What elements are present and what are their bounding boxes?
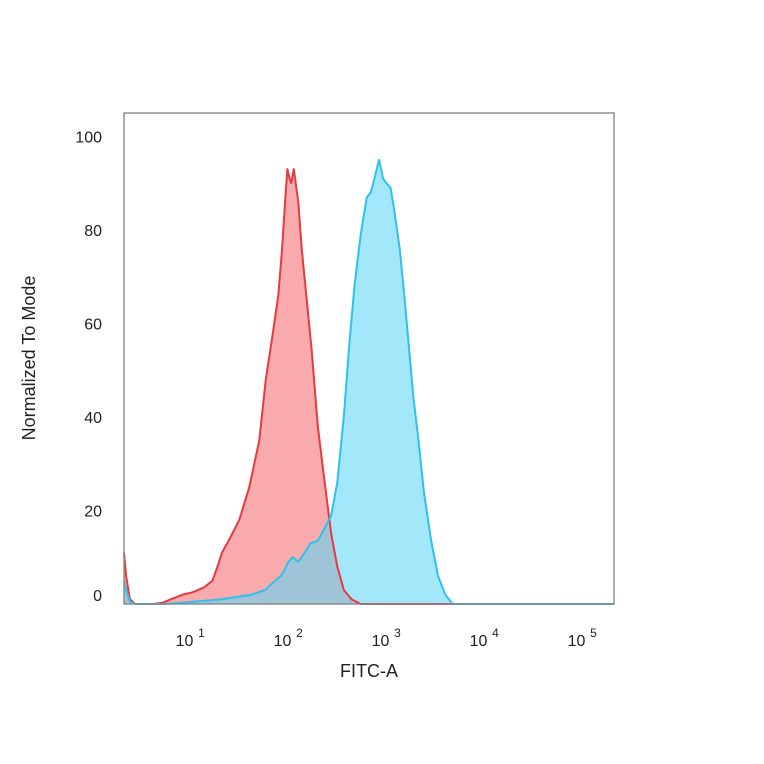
y-tick-label: 60 [84, 316, 102, 333]
x-tick-exponent: 5 [590, 626, 597, 640]
x-tick-label: 10 [176, 633, 194, 650]
x-tick-label: 10 [470, 633, 488, 650]
series-1-line [123, 168, 457, 605]
y-axis-title: Normalized To Mode [19, 276, 39, 441]
y-tick-label: 0 [93, 588, 102, 605]
x-tick-exponent: 3 [394, 626, 401, 640]
x-tick-exponent: 2 [296, 626, 303, 640]
series-2-area [124, 159, 614, 605]
histogram-series-layer [123, 158, 614, 605]
x-axis-title: FITC-A [340, 661, 398, 681]
x-tick-label: 10 [274, 633, 292, 650]
series-1-area [124, 169, 457, 604]
series-2-line [123, 158, 614, 605]
y-tick-label: 20 [84, 504, 102, 521]
x-tick-label: 10 [372, 633, 390, 650]
plot-frame [123, 112, 615, 605]
x-tick-exponent: 4 [492, 626, 499, 640]
y-tick-label: 80 [84, 223, 102, 240]
x-tick-exponent: 1 [198, 626, 205, 640]
y-tick-label: 100 [75, 129, 102, 146]
ticks-layer: 0 20 40 60 80 100 10 1 10 2 10 3 10 4 10 5 [75, 129, 597, 650]
y-tick-label: 40 [84, 410, 102, 427]
x-tick-label: 10 [568, 633, 586, 650]
